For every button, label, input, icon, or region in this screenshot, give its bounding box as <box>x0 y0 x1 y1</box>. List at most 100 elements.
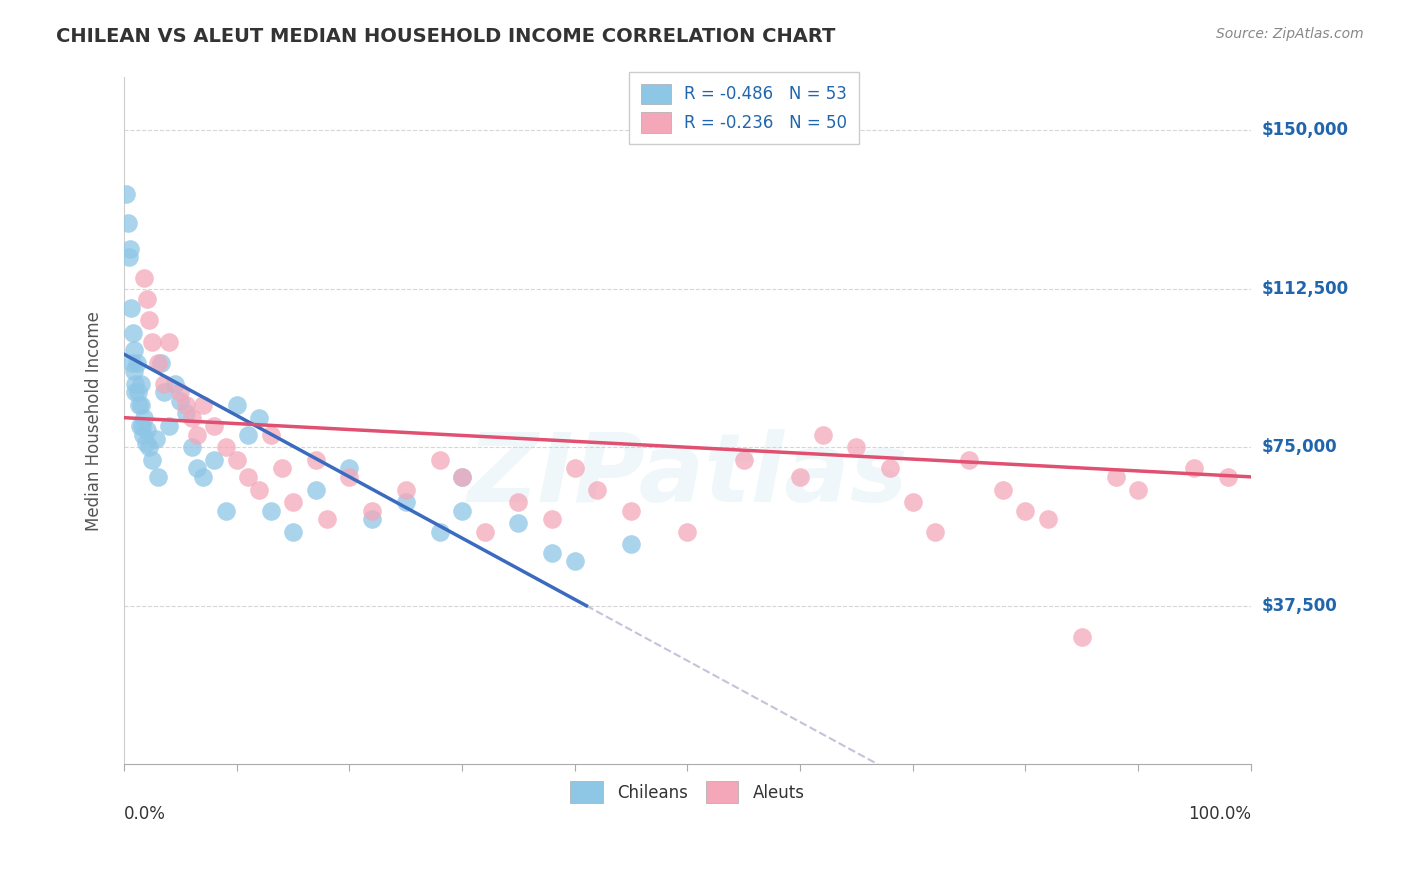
Point <box>620 537 643 551</box>
Point <box>225 453 247 467</box>
Point <box>451 470 474 484</box>
Point <box>174 407 197 421</box>
Point <box>125 356 148 370</box>
Point <box>991 483 1014 497</box>
Point <box>214 440 236 454</box>
Point <box>152 376 174 391</box>
Point <box>124 385 146 400</box>
Point <box>132 427 155 442</box>
Point <box>124 376 146 391</box>
Point <box>163 376 186 391</box>
Text: $37,500: $37,500 <box>1263 597 1339 615</box>
Point <box>124 364 146 378</box>
Point <box>186 461 208 475</box>
Point <box>135 423 157 437</box>
Text: $150,000: $150,000 <box>1263 121 1350 139</box>
Point <box>122 326 145 340</box>
Point <box>474 524 496 539</box>
Point <box>128 398 150 412</box>
Point <box>157 334 180 349</box>
Point <box>169 393 191 408</box>
Point <box>451 504 474 518</box>
Point <box>191 398 214 412</box>
Point <box>259 504 281 518</box>
Point <box>901 495 924 509</box>
Point <box>429 524 451 539</box>
Point <box>214 504 236 518</box>
Point <box>124 343 146 357</box>
Text: Source: ZipAtlas.com: Source: ZipAtlas.com <box>1216 27 1364 41</box>
Point <box>1126 483 1149 497</box>
Point <box>117 250 139 264</box>
Point <box>395 495 418 509</box>
Text: $112,500: $112,500 <box>1263 280 1350 298</box>
Text: CHILEAN VS ALEUT MEDIAN HOUSEHOLD INCOME CORRELATION CHART: CHILEAN VS ALEUT MEDIAN HOUSEHOLD INCOME… <box>56 27 835 45</box>
Point <box>169 385 191 400</box>
Point <box>305 453 328 467</box>
Point <box>186 427 208 442</box>
Point <box>115 186 138 201</box>
Point <box>134 271 156 285</box>
Point <box>339 461 361 475</box>
Point <box>1104 470 1126 484</box>
Point <box>152 385 174 400</box>
Point <box>879 461 901 475</box>
Point <box>138 440 160 454</box>
Point <box>225 398 247 412</box>
Point <box>145 432 167 446</box>
Point <box>135 293 157 307</box>
Point <box>118 242 141 256</box>
Point <box>247 410 270 425</box>
Point <box>1036 512 1059 526</box>
Point <box>150 356 173 370</box>
Point <box>141 453 163 467</box>
Point <box>316 512 339 526</box>
Point <box>180 410 202 425</box>
Point <box>845 440 868 454</box>
Point <box>127 385 149 400</box>
Point <box>586 483 609 497</box>
Point <box>281 524 304 539</box>
Point <box>789 470 811 484</box>
Point <box>129 398 152 412</box>
Point <box>134 410 156 425</box>
Text: 100.0%: 100.0% <box>1188 805 1251 823</box>
Point <box>508 516 530 531</box>
Point <box>395 483 418 497</box>
Point <box>339 470 361 484</box>
Point <box>135 436 157 450</box>
Point <box>733 453 755 467</box>
Point <box>141 334 163 349</box>
Text: 0.0%: 0.0% <box>124 805 166 823</box>
Point <box>202 419 225 434</box>
Point <box>270 461 292 475</box>
Point <box>120 301 142 315</box>
Point <box>1070 631 1092 645</box>
Point <box>191 470 214 484</box>
Point <box>620 504 643 518</box>
Point <box>146 470 169 484</box>
Point <box>138 313 160 327</box>
Point <box>924 524 946 539</box>
Point <box>131 419 153 434</box>
Point <box>202 453 225 467</box>
Point <box>259 427 281 442</box>
Point <box>157 419 180 434</box>
Point <box>281 495 304 509</box>
Point <box>957 453 980 467</box>
Point <box>676 524 699 539</box>
Y-axis label: Median Household Income: Median Household Income <box>86 311 103 531</box>
Legend: Chileans, Aleuts: Chileans, Aleuts <box>562 773 813 810</box>
Point <box>361 504 384 518</box>
Point <box>247 483 270 497</box>
Point <box>508 495 530 509</box>
Point <box>429 453 451 467</box>
Point <box>305 483 328 497</box>
Point <box>564 461 586 475</box>
Point <box>121 356 143 370</box>
Point <box>361 512 384 526</box>
Point <box>146 356 169 370</box>
Point <box>564 554 586 568</box>
Point <box>174 398 197 412</box>
Point <box>1184 461 1206 475</box>
